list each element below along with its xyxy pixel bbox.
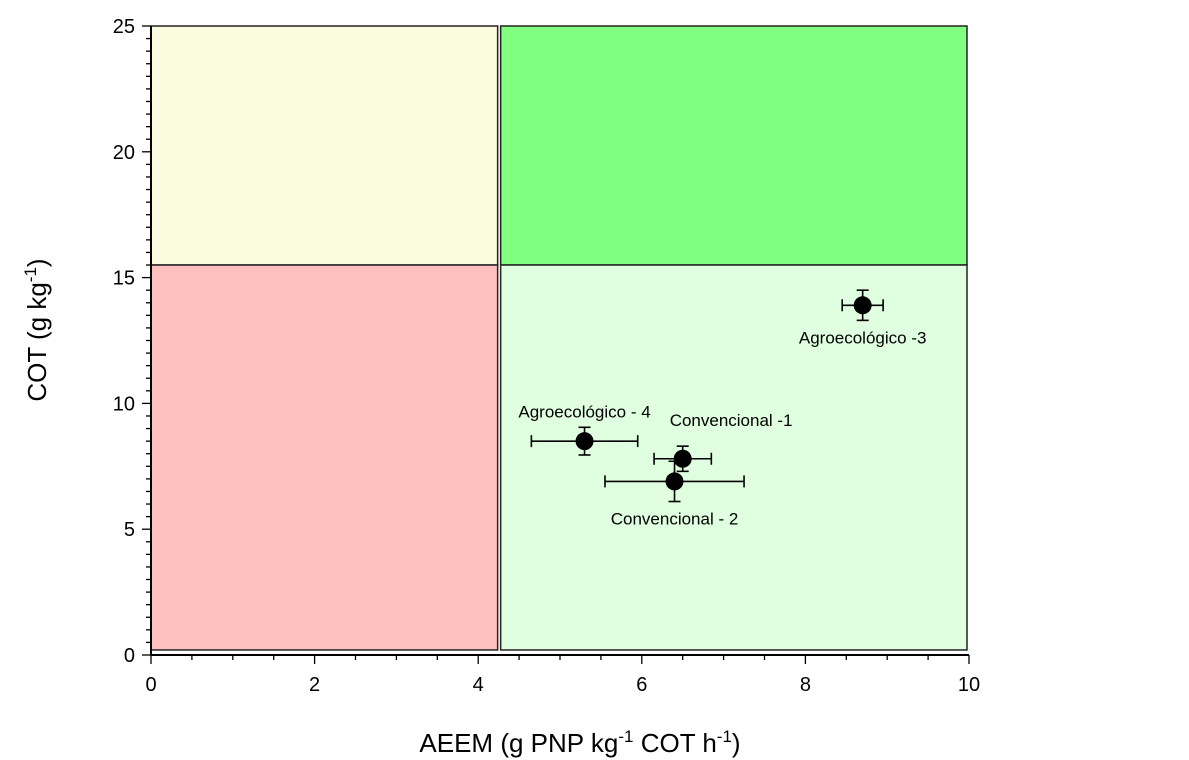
x-tick-label: 6 (636, 674, 647, 696)
x-axis-title: AEEM (g PNP kg-1 COT h-1) (419, 727, 740, 758)
quadrant-high-aeem-low-cot (499, 264, 968, 651)
x-tick-label: 4 (473, 674, 484, 696)
quadrant-low-aeem-low-cot (150, 264, 499, 651)
quadrant-low-aeem-high-cot (150, 25, 499, 266)
data-label: Agroecológico -3 (799, 328, 927, 347)
y-tick-label: 5 (124, 519, 135, 541)
x-tick-label: 2 (309, 674, 320, 696)
y-tick-label: 0 (124, 645, 135, 667)
data-point-group: Convencional -1 (653, 411, 793, 473)
data-label: Convencional - 2 (611, 510, 739, 529)
x-tick-label: 8 (800, 674, 811, 696)
quadrant-layer (150, 25, 968, 651)
data-label: Convencional -1 (670, 411, 793, 430)
data-point-group: Agroecológico - 4 (518, 402, 651, 456)
data-point (575, 432, 594, 451)
data-point (853, 296, 872, 315)
x-tick-label: 10 (958, 674, 980, 696)
y-tick-label: 20 (113, 142, 135, 164)
quadrant-high-aeem-high-cot (499, 25, 968, 266)
y-axis-title: COT (g kg-1) (21, 258, 52, 401)
data-point (673, 449, 692, 468)
points-layer: Agroecológico -3 Agroecológico - 4 Convenc… (518, 289, 927, 529)
axes-layer: 0 2 4 6 8 10 0 5 10 15 20 25 (113, 16, 980, 696)
data-point-group: Convencional - 2 (604, 460, 745, 529)
y-tick-label: 25 (113, 16, 135, 38)
x-tick-label: 0 (145, 674, 156, 696)
data-point-group: Agroecológico -3 (799, 289, 927, 347)
y-tick-label: 15 (113, 268, 135, 290)
data-label: Agroecológico - 4 (518, 402, 650, 421)
data-point (665, 472, 684, 491)
y-tick-label: 10 (113, 393, 135, 415)
